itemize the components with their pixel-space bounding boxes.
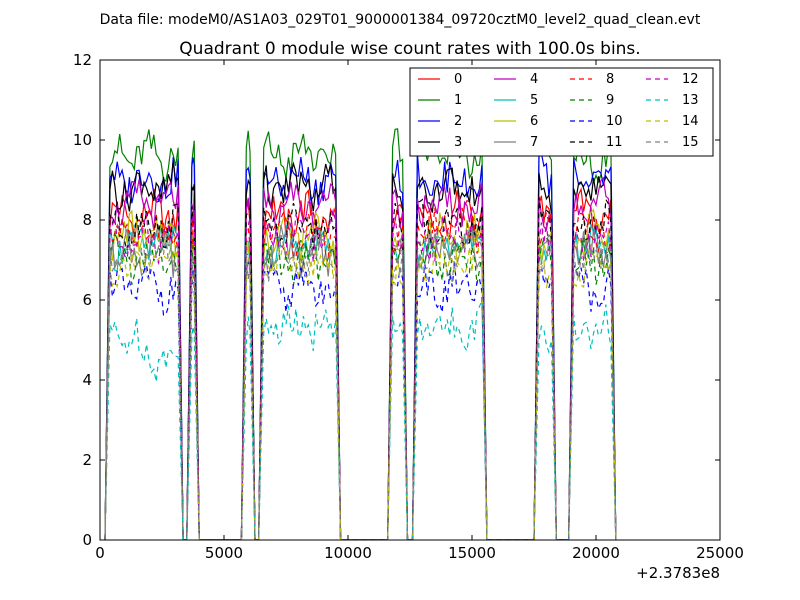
x-tick-label: 20000 (572, 544, 620, 562)
x-tick-label: 0 (95, 544, 105, 562)
legend-label-4: 4 (530, 72, 538, 87)
x-tick-label: 25000 (696, 544, 744, 562)
legend-label-15: 15 (682, 135, 699, 150)
legend-label-6: 6 (530, 114, 538, 129)
x-tick-label: 10000 (324, 544, 372, 562)
legend-label-7: 7 (530, 135, 538, 150)
x-tick-label: 15000 (448, 544, 496, 562)
series-line-13 (104, 300, 617, 540)
y-tick-label: 6 (82, 291, 92, 309)
series-line-12 (104, 208, 617, 540)
legend-label-1: 1 (454, 93, 462, 108)
series-line-10 (104, 260, 617, 540)
legend-label-12: 12 (682, 72, 699, 87)
legend-label-13: 13 (682, 93, 699, 108)
legend-label-9: 9 (606, 93, 614, 108)
legend-label-3: 3 (454, 135, 462, 150)
y-tick-label: 8 (82, 211, 92, 229)
chart-title: Quadrant 0 module wise count rates with … (179, 39, 640, 59)
series-line-11 (104, 197, 617, 540)
series-line-2 (104, 151, 617, 540)
y-tick-label: 0 (82, 531, 92, 549)
legend-label-10: 10 (606, 114, 623, 129)
series-line-6 (104, 208, 617, 540)
legend-label-5: 5 (530, 93, 538, 108)
legend-label-8: 8 (606, 72, 614, 87)
legend-label-2: 2 (454, 114, 462, 129)
x-tick-label: 5000 (205, 544, 243, 562)
series-line-4 (104, 176, 617, 540)
series-line-3 (104, 161, 617, 540)
x-axis-offset-label: +2.3783e8 (636, 564, 720, 582)
legend-label-11: 11 (606, 135, 623, 150)
figure-suptitle: Data file: modeM0/AS1A03_029T01_90000013… (100, 12, 701, 28)
y-tick-label: 12 (73, 51, 92, 69)
series-line-15 (104, 227, 617, 540)
series-layer (104, 128, 617, 540)
legend-label-14: 14 (682, 114, 699, 129)
legend-box (409, 67, 714, 157)
y-tick-label: 2 (82, 451, 92, 469)
y-tick-label: 10 (73, 131, 92, 149)
y-tick-label: 4 (82, 371, 92, 389)
legend-label-0: 0 (454, 72, 462, 87)
